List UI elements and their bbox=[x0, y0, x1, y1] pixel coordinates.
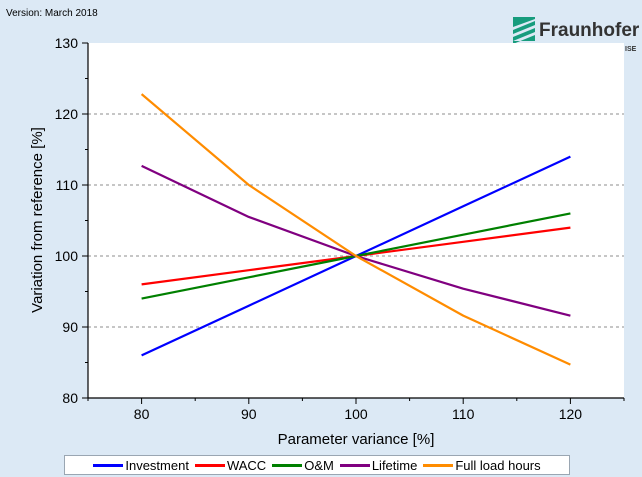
y-axis-label: Variation from reference [%] bbox=[29, 127, 46, 313]
legend-item: Lifetime bbox=[339, 457, 418, 473]
plot-area bbox=[88, 43, 624, 398]
legend-label: Full load hours bbox=[455, 457, 541, 473]
legend-item: Investment bbox=[93, 458, 189, 473]
legend-swatch bbox=[93, 463, 124, 467]
y-tick-label: 120 bbox=[55, 106, 79, 122]
legend-label: Investment bbox=[125, 457, 189, 473]
x-tick-label: 90 bbox=[241, 406, 257, 422]
y-tick-label: 100 bbox=[55, 248, 79, 264]
legend: Investment WACC O&M Lifetime Full load hours bbox=[64, 455, 570, 475]
legend-label: Lifetime bbox=[371, 457, 418, 473]
x-tick-label: 120 bbox=[559, 406, 583, 422]
axes: 80 90 100 110 120 130 80 90 100 110 120 bbox=[55, 35, 625, 422]
y-tick-label: 130 bbox=[55, 35, 79, 51]
legend-item: O&M bbox=[272, 458, 334, 473]
version-label: Version: March 2018 bbox=[6, 8, 98, 19]
x-tick-label: 100 bbox=[344, 406, 368, 422]
legend-item: WACC bbox=[194, 457, 267, 473]
x-axis-label: Parameter variance [%] bbox=[278, 431, 435, 448]
legend-item: Full load hours bbox=[423, 457, 541, 473]
logo-sub: ISE bbox=[625, 46, 637, 53]
fraunhofer-logo-mark-icon bbox=[513, 17, 535, 44]
series-line-full-load-hours bbox=[140, 93, 571, 366]
series-lines bbox=[140, 93, 571, 366]
legend-label: O&M bbox=[304, 457, 334, 473]
legend-swatch bbox=[339, 463, 370, 467]
y-tick-label: 110 bbox=[56, 177, 79, 193]
logo-wordmark: Fraunhofer bbox=[539, 20, 639, 41]
y-tick-label: 80 bbox=[62, 390, 78, 406]
legend-swatch bbox=[423, 463, 454, 467]
legend-swatch bbox=[194, 463, 225, 467]
legend-swatch bbox=[272, 463, 303, 467]
gridlines bbox=[88, 113, 624, 328]
x-tick-label: 80 bbox=[134, 406, 150, 422]
x-tick-label: 110 bbox=[452, 406, 475, 422]
fraunhofer-logo: Fraunhofer ISE bbox=[513, 17, 639, 53]
legend-label: WACC bbox=[226, 457, 267, 473]
y-tick-label: 90 bbox=[62, 319, 78, 335]
